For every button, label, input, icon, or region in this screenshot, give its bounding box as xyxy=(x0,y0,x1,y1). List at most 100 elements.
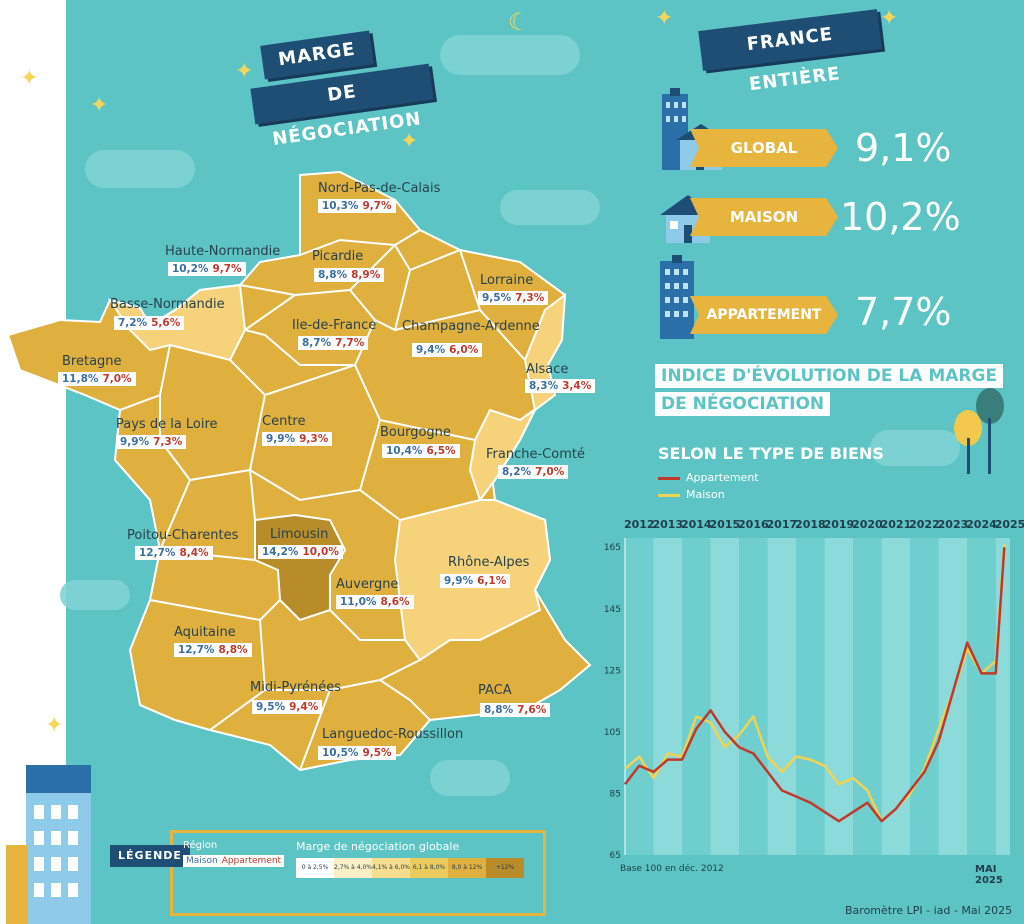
region-label: Rhône-Alpes xyxy=(448,555,530,570)
y-tick-label: 85 xyxy=(610,789,621,799)
region-values: 7,2% 5,6% xyxy=(114,316,185,330)
x-tick-label: 2014 xyxy=(681,518,712,531)
region-label: Ile-de-France xyxy=(292,318,377,333)
appart-value: 7,3% xyxy=(515,292,545,304)
region-label: Franche-Comté xyxy=(486,447,585,462)
appart-value: 10,0% xyxy=(302,546,339,558)
year-band xyxy=(967,538,996,855)
year-band xyxy=(682,538,711,855)
y-tick-label: 125 xyxy=(604,666,621,676)
x-tick-label: 2020 xyxy=(852,518,883,531)
x-tick-label: 2015 xyxy=(710,518,741,531)
legend-scale-swatch: 2,7% à 4,0% xyxy=(334,858,372,878)
cloud xyxy=(500,190,600,225)
appart-value: 8,9% xyxy=(351,269,381,281)
appart-value: 9,5% xyxy=(362,747,392,759)
maison-value: 8,7% xyxy=(302,337,332,349)
y-tick-label: 145 xyxy=(604,605,621,615)
maison-value: 10,4% xyxy=(386,445,423,457)
x-tick-label: 2017 xyxy=(767,518,798,531)
x-tick-label: 2025 xyxy=(995,518,1024,531)
x-tick-label: 2021 xyxy=(881,518,912,531)
legend-appart-text: Appartement xyxy=(686,471,759,484)
apartment-icon xyxy=(660,255,694,339)
year-band xyxy=(739,538,768,855)
star-icon: ✦ xyxy=(400,128,419,153)
y-tick-label: 105 xyxy=(604,728,621,738)
maison-value: 12,7% xyxy=(139,547,176,559)
region-values: 9,9% 7,3% xyxy=(116,435,187,449)
year-band xyxy=(625,538,654,855)
type-maison-value: 10,2% xyxy=(840,195,961,239)
legend-appartement: Appartement xyxy=(221,856,282,866)
cloud xyxy=(430,760,510,796)
x-tick-label: 2024 xyxy=(966,518,997,531)
star-icon: ✦ xyxy=(90,92,109,117)
base-note: Base 100 en déc. 2012 xyxy=(620,864,724,874)
legend-scale-swatch: 8,0 à 12% xyxy=(448,858,486,878)
maison-value: 9,9% xyxy=(266,433,296,445)
legend-maison-swatch xyxy=(658,493,680,497)
region-values: 9,5% 7,3% xyxy=(478,291,549,305)
appart-value: 7,0% xyxy=(535,466,565,478)
region-values: 11,0% 8,6% xyxy=(336,595,414,609)
region-label: Lorraine xyxy=(480,273,534,288)
appart-value: 6,5% xyxy=(426,445,456,457)
star-icon: ✦ xyxy=(880,5,899,30)
maison-value: 10,5% xyxy=(322,747,359,759)
tree-icon xyxy=(954,388,1004,474)
region-label: Aquitaine xyxy=(174,625,236,640)
legend-appart: Appartement xyxy=(658,471,759,484)
region-label: Bourgogne xyxy=(380,425,451,440)
region-values: 12,7% 8,8% xyxy=(174,643,252,657)
appart-value: 9,4% xyxy=(289,701,319,713)
appart-value: 9,7% xyxy=(362,200,392,212)
index-title-line1: INDICE D'ÉVOLUTION DE LA MARGE xyxy=(655,364,1004,388)
region-label: Auvergne xyxy=(336,577,399,592)
maison-value: 8,8% xyxy=(484,704,514,716)
legend-appart-swatch xyxy=(658,476,680,480)
region-values: 9,9% 9,3% xyxy=(262,432,333,446)
type-appart-label: APPARTEMENT xyxy=(690,296,838,334)
appart-value: 9,7% xyxy=(212,263,242,275)
x-tick-label: 2023 xyxy=(938,518,969,531)
legend-region: Région xyxy=(183,840,218,851)
star-icon: ✦ xyxy=(655,5,674,30)
appart-value: 7,3% xyxy=(153,436,183,448)
region-label: Champagne-Ardenne xyxy=(402,319,540,334)
region-label: Bretagne xyxy=(62,354,122,369)
maison-value: 9,5% xyxy=(482,292,512,304)
maison-value: 9,9% xyxy=(444,575,474,587)
region-values: 8,3% 3,4% xyxy=(525,379,596,393)
y-tick-label: 65 xyxy=(610,851,621,861)
appart-value: 7,0% xyxy=(102,373,132,385)
star-icon: ✦ xyxy=(45,712,64,737)
year-band xyxy=(767,538,797,855)
region-label: Languedoc-Roussillon xyxy=(322,727,464,742)
maison-value: 10,3% xyxy=(322,200,359,212)
x-tick-label: 2012 xyxy=(624,518,655,531)
y-tick-label: 165 xyxy=(604,543,621,553)
x-tick-label: 2016 xyxy=(738,518,769,531)
region-label: Midi-Pyrénées xyxy=(250,680,341,695)
building-icon xyxy=(6,765,91,924)
year-band xyxy=(796,538,825,855)
legend-maison: Maison xyxy=(658,488,725,501)
series-line-appartement xyxy=(624,547,1006,823)
year-band xyxy=(653,538,683,855)
region-label: Pays de la Loire xyxy=(116,417,218,432)
legend-ribbon: LÉGENDE xyxy=(110,845,190,867)
maison-value: 10,2% xyxy=(172,263,209,275)
maison-value: 9,5% xyxy=(256,701,286,713)
year-band xyxy=(938,538,968,855)
moon-icon: ☾ xyxy=(508,9,530,36)
legend-scale-swatch: 4,1% à 6,0% xyxy=(372,858,410,878)
type-global-value: 9,1% xyxy=(855,126,952,170)
legend-values-sample: Maison Appartement xyxy=(183,855,285,867)
series-line-maison xyxy=(624,544,1006,823)
appart-value: 3,4% xyxy=(562,380,592,392)
region-values: 8,8% 7,6% xyxy=(480,703,551,717)
region-values: 8,2% 7,0% xyxy=(498,465,569,479)
legend-scale-swatch: +12% xyxy=(486,858,524,878)
region-values: 10,4% 6,5% xyxy=(382,444,460,458)
